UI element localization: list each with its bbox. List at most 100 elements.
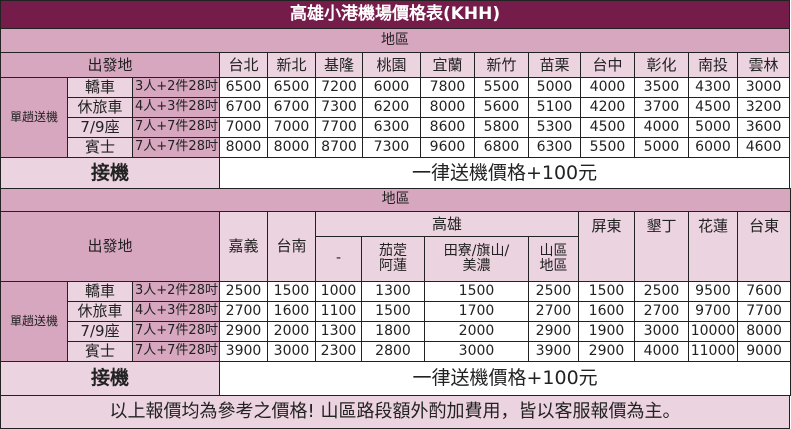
table-row: 單趟送機 轎車 3人+2件28吋 6500 6500 7200 6000 7800 5500 50… [0, 77, 791, 158]
price-cell: 1300 [361, 281, 425, 302]
kaohsiung-district-header: 田寮/旗山/ 美濃 [424, 236, 529, 282]
price-cell: 11000 [688, 341, 738, 362]
price-cell: 2500 [219, 281, 268, 302]
price-cell: 1000 [315, 281, 362, 302]
city-header: 嘉義 [219, 211, 268, 282]
table-row: 7/9座 7人+7件28吋 2900 2000 1300 1800 2000 2900 1900… [1, 321, 791, 342]
price-cell: 2900 [528, 321, 579, 342]
kaohsiung-header: 高雄 [315, 211, 579, 237]
city-header: 台中 [580, 52, 635, 78]
table-row: 賓士 7人+7件28吋 3900 3000 2300 2800 3000 3900 2900 40… [1, 341, 791, 362]
price-cell: 2700 [528, 301, 579, 322]
city-header: 台南 [267, 211, 316, 282]
price-cell: 6300 [362, 117, 421, 138]
price-cell: 5000 [688, 117, 738, 138]
price-cell: 8600 [420, 117, 475, 138]
price-cell: 4000 [634, 341, 689, 362]
price-cell: 1300 [315, 321, 362, 342]
price-cell: 5100 [528, 97, 581, 118]
price-cell: 4000 [580, 77, 635, 98]
price-cell: 5000 [634, 137, 689, 158]
city-header: 台北 [219, 52, 268, 78]
price-cell: 9500 [688, 281, 738, 302]
price-cell: 2000 [267, 321, 316, 342]
price-cell: 5600 [474, 97, 529, 118]
price-cell: 3000 [736, 77, 791, 98]
price-cell: 2500 [634, 281, 689, 302]
price-cell: 6000 [362, 77, 421, 98]
price-cell: 2700 [219, 301, 268, 322]
origin-header: 出發地 [0, 52, 220, 78]
price-cell: 6500 [219, 77, 268, 98]
price-cell: 8000 [736, 321, 791, 342]
price-cell: 4300 [688, 77, 738, 98]
vehicle-type: 休旅車 [67, 301, 133, 322]
price-cell: 1600 [267, 301, 316, 322]
price-cell: 5500 [474, 77, 529, 98]
service-type-label: 單趟送機 [0, 281, 68, 362]
price-cell: 10000 [688, 321, 738, 342]
vehicle-type: 賓士 [67, 341, 133, 362]
origin-header: 出發地 [0, 211, 220, 282]
table-row: 休旅車 4人+3件28吋 6700 6700 7300 6200 8000 5600 5100 4… [1, 97, 791, 118]
city-header: 墾丁 [634, 211, 689, 282]
price-cell: 1800 [361, 321, 425, 342]
price-cell: 2900 [578, 341, 635, 362]
price-cell: 8000 [267, 137, 316, 158]
price-cell: 6700 [219, 97, 268, 118]
price-cell: 6200 [362, 97, 421, 118]
pickup-label: 接機 [0, 361, 220, 396]
table-row: 休旅車 4人+3件28吋 2700 1600 1100 1500 1700 2700 1600 2… [1, 301, 791, 322]
pickup-label: 接機 [0, 157, 220, 189]
city-header: 台東 [736, 211, 791, 282]
price-cell: 3900 [219, 341, 268, 362]
price-cell: 4500 [688, 97, 738, 118]
price-cell: 2800 [361, 341, 425, 362]
service-type-label: 單趟送機 [0, 77, 68, 158]
kaohsiung-district-header: 山區 地區 [528, 236, 579, 282]
city-header: 彰化 [634, 52, 689, 78]
price-cell: 6800 [474, 137, 529, 158]
price-cell: 9700 [688, 301, 738, 322]
price-cell: 3700 [634, 97, 689, 118]
table-row: 單趟送機 轎車 3人+2件28吋 2500 1500 1000 1300 1500 2500 15… [0, 281, 791, 362]
price-cell: 7200 [315, 77, 363, 98]
page-title: 高雄小港機場價格表(KHH) [0, 0, 791, 29]
price-cell: 4200 [580, 97, 635, 118]
city-header: 苗栗 [528, 52, 581, 78]
city-header: 宜蘭 [420, 52, 475, 78]
vehicle-capacity: 7人+7件28吋 [132, 117, 220, 138]
vehicle-capacity: 3人+2件28吋 [132, 77, 220, 98]
price-cell: 1500 [578, 281, 635, 302]
price-cell: 5300 [528, 117, 581, 138]
city-header: 屏東 [578, 211, 635, 282]
vehicle-capacity: 4人+3件28吋 [132, 301, 220, 322]
price-cell: 3200 [736, 97, 791, 118]
price-cell: 1100 [315, 301, 362, 322]
price-cell: 8000 [420, 97, 475, 118]
price-cell: 2300 [315, 341, 362, 362]
city-header: 基隆 [315, 52, 363, 78]
vehicle-capacity: 7人+7件28吋 [132, 321, 220, 342]
vehicle-type: 7/9座 [67, 117, 133, 138]
price-cell: 5000 [528, 77, 581, 98]
price-cell: 2500 [528, 281, 579, 302]
area-header: 地區 [0, 28, 791, 53]
price-cell: 3900 [528, 341, 579, 362]
price-cell: 3000 [634, 321, 689, 342]
vehicle-type: 休旅車 [67, 97, 133, 118]
city-header: 花蓮 [688, 211, 738, 282]
table-row: 賓士 7人+7件28吋 8000 8000 8700 7300 9600 6800 6300 55… [1, 137, 791, 158]
price-cell: 1500 [361, 301, 425, 322]
price-cell: 1500 [267, 281, 316, 302]
city-header: 新北 [267, 52, 316, 78]
city-header: 南投 [688, 52, 738, 78]
vehicle-type: 轎車 [67, 77, 133, 98]
price-cell: 7800 [420, 77, 475, 98]
vehicle-capacity: 7人+7件28吋 [132, 341, 220, 362]
price-cell: 2700 [634, 301, 689, 322]
price-cell: 4600 [736, 137, 791, 158]
footer-note: 以上報價均為參考之價格! 山區路段額外酌加費用，皆以客服報價為主。 [0, 395, 790, 429]
price-cell: 8700 [315, 137, 363, 158]
vehicle-type: 轎車 [67, 281, 133, 302]
